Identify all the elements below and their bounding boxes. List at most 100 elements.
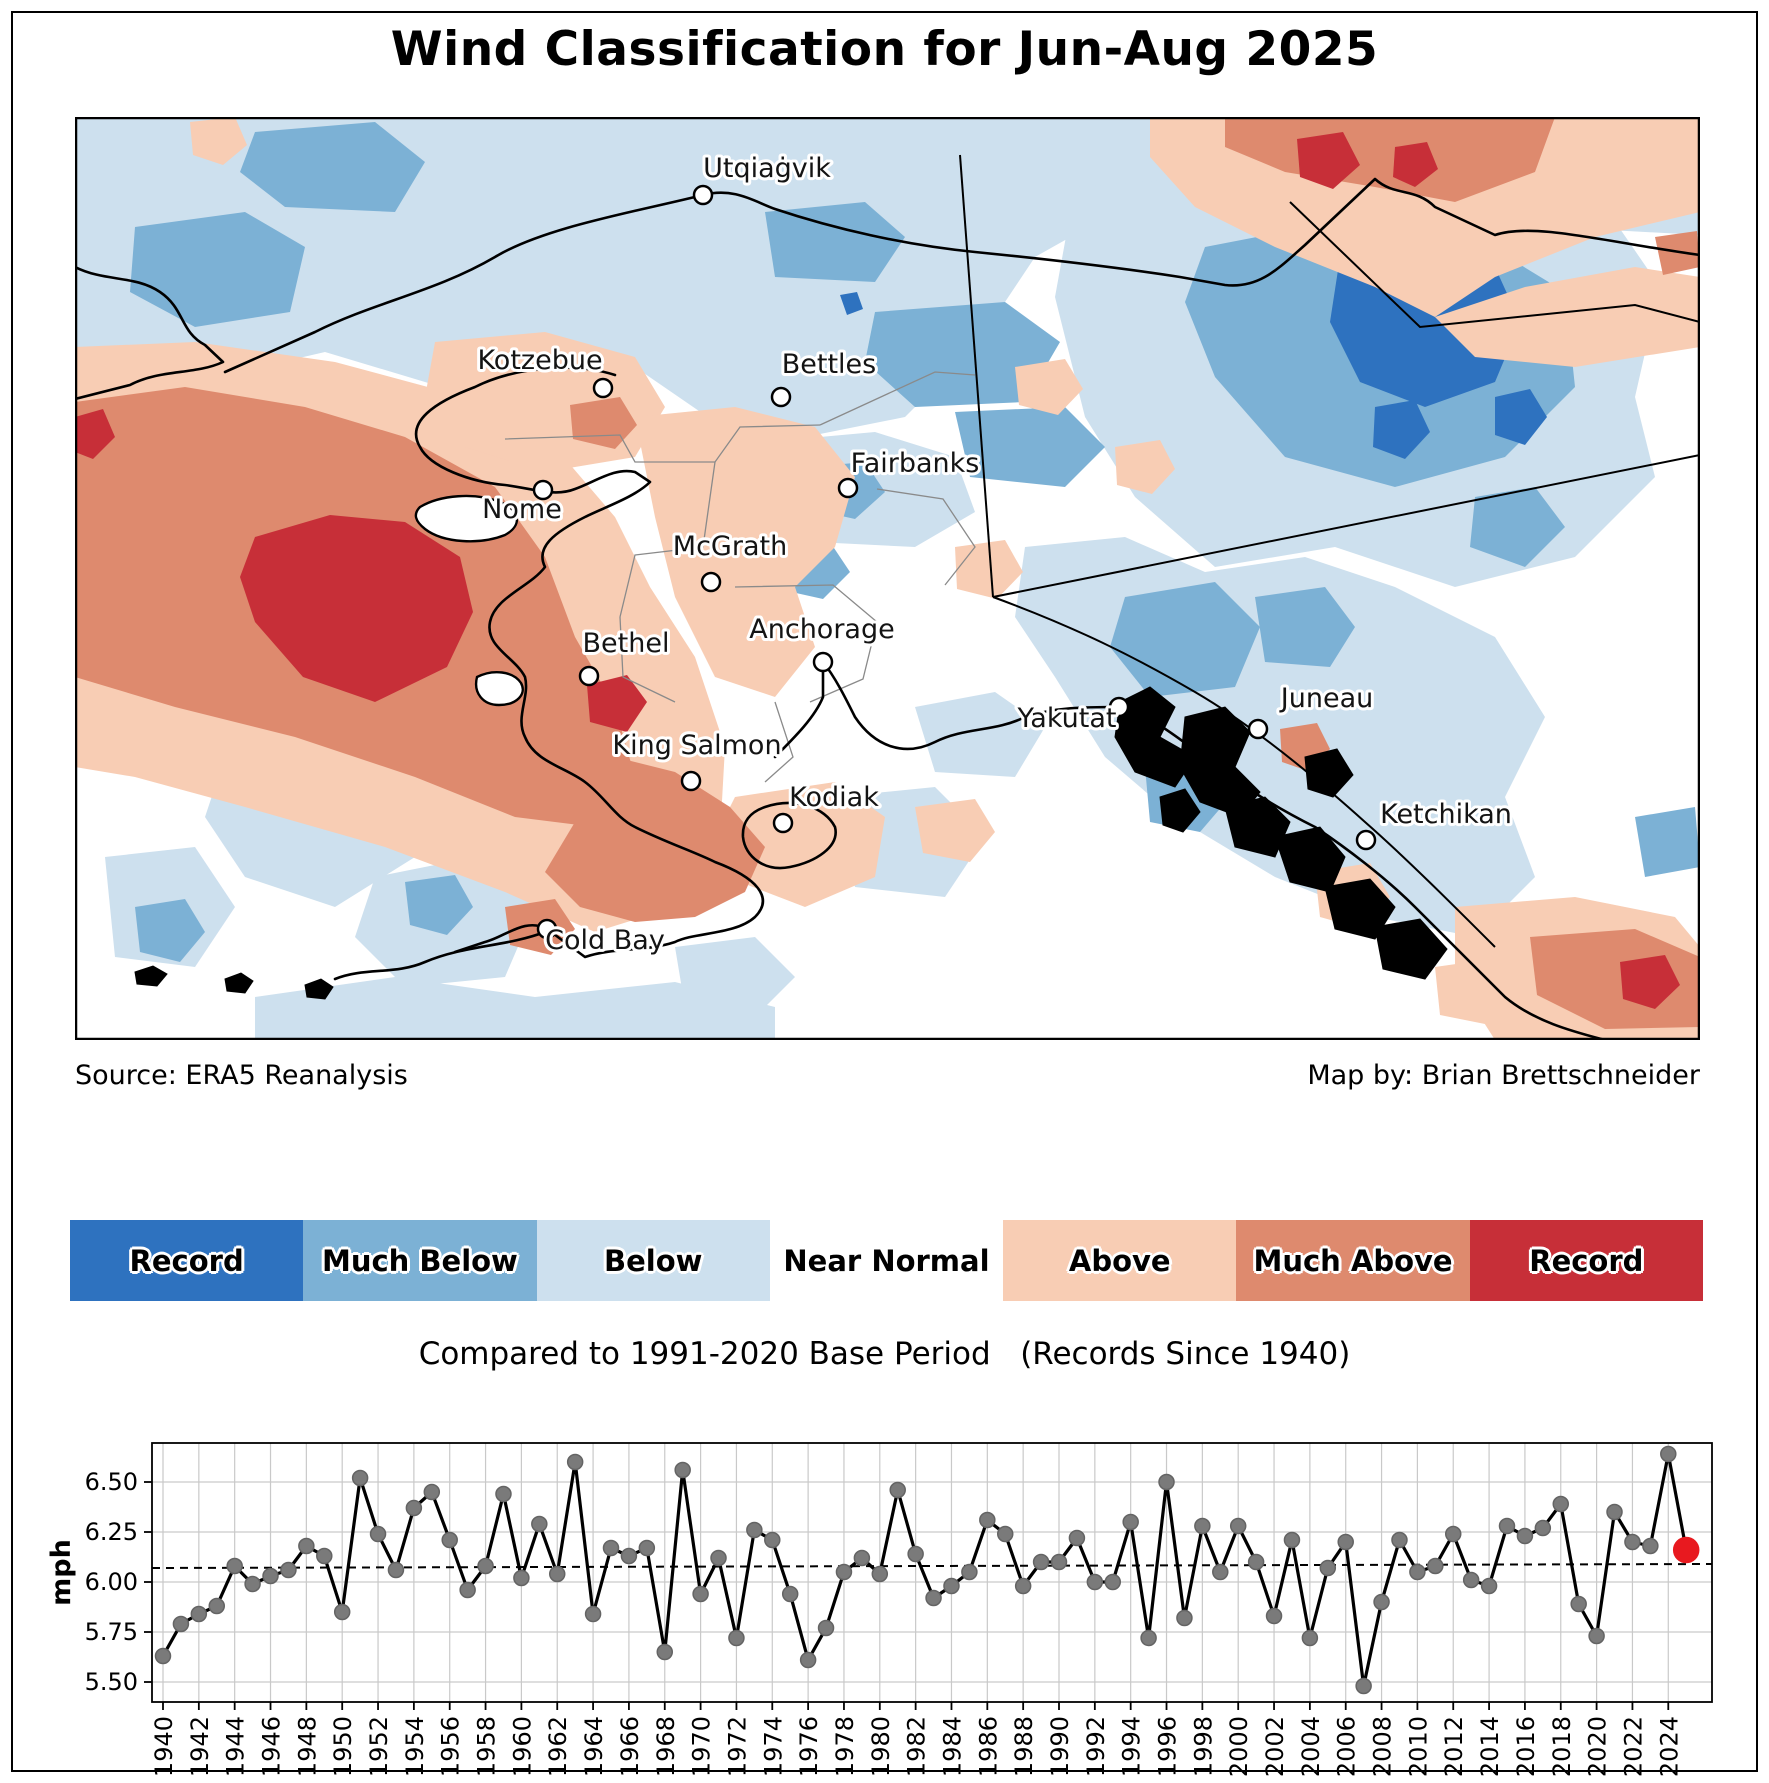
data-point [316, 1547, 333, 1565]
x-tick-label: 2010 [1404, 1716, 1432, 1776]
map-frame [75, 117, 1700, 1040]
data-point [943, 1577, 960, 1595]
legend-segment-below: Below [536, 1220, 770, 1301]
x-tick-label: 2018 [1548, 1716, 1576, 1776]
x-tick-label: 2020 [1584, 1716, 1612, 1776]
x-tick-label: 1998 [1189, 1716, 1217, 1776]
x-tick-label: 1946 [258, 1716, 286, 1776]
city-marker-mcgrath [700, 571, 722, 593]
legend-segment-record: Record [70, 1220, 304, 1301]
y-tick-label: 6.50 [85, 1468, 138, 1496]
data-point [280, 1561, 297, 1579]
data-point [1588, 1627, 1605, 1645]
legend-label: Record [1529, 1243, 1644, 1278]
st-lawrence-island [414, 494, 518, 543]
city-label: Bettles [782, 349, 877, 380]
x-tick-label: 1964 [580, 1716, 608, 1776]
data-point [1552, 1495, 1570, 1513]
x-tick-label: 2016 [1512, 1716, 1540, 1776]
x-tick-label: 1992 [1082, 1716, 1110, 1776]
data-point [1158, 1473, 1175, 1491]
data-point [1498, 1517, 1516, 1535]
map-svg: Utqiaġvik Kotzebue Bettles Nome Fairbanks McG… [75, 117, 1700, 1040]
panhandle-islands [134, 686, 1448, 1000]
y-tick-label: 6.25 [85, 1518, 138, 1546]
data-point [1086, 1573, 1104, 1591]
data-point [190, 1605, 208, 1623]
legend-label: Below [603, 1243, 703, 1278]
x-tick-label: 2024 [1655, 1716, 1683, 1776]
data-point [1570, 1595, 1587, 1613]
data-point [244, 1575, 261, 1593]
x-tick-label: 2006 [1333, 1716, 1361, 1776]
data-point [584, 1605, 602, 1623]
data-point [1427, 1557, 1444, 1575]
data-point [871, 1565, 889, 1583]
mean-dashed-line [151, 1563, 1713, 1569]
city-marker-cold-bay [536, 918, 558, 940]
x-tick-label: 1962 [544, 1716, 572, 1776]
city-label: Kodiak [789, 782, 879, 813]
x-tick-label: 1988 [1010, 1716, 1038, 1776]
yukon-bc-border [992, 454, 1700, 598]
data-point [566, 1453, 584, 1471]
city-label: Utqiaġvik [703, 153, 831, 184]
data-point [961, 1563, 978, 1581]
data-point [1247, 1553, 1265, 1571]
alaska-anomaly-map: Utqiaġvik Kotzebue Bettles Nome Fairbanks McG… [75, 117, 1700, 1040]
x-tick-label: 1942 [186, 1716, 214, 1776]
data-point [1032, 1553, 1050, 1571]
data-point [441, 1531, 458, 1549]
data-point [746, 1521, 763, 1539]
data-point [638, 1539, 656, 1557]
data-point-current-year [1672, 1536, 1700, 1564]
data-point [154, 1647, 172, 1665]
data-point [1480, 1577, 1498, 1595]
city-marker-nome [532, 479, 554, 501]
legend-label: Above [1068, 1243, 1171, 1278]
x-tick-label: 1966 [616, 1716, 644, 1776]
data-point [996, 1525, 1014, 1543]
city-label: Kotzebue [477, 345, 602, 376]
city-marker-ketchikan [1355, 829, 1377, 851]
data-point [799, 1651, 817, 1669]
x-tick-label: 2008 [1369, 1716, 1397, 1776]
data-point [333, 1603, 351, 1621]
data-point [513, 1569, 530, 1587]
data-point [459, 1581, 476, 1599]
city-marker-king-salmon [680, 770, 702, 792]
data-point [1373, 1593, 1390, 1611]
data-point [1391, 1531, 1408, 1549]
data-point [208, 1597, 226, 1615]
x-tick-label: 1944 [222, 1716, 250, 1776]
data-point [1462, 1571, 1480, 1589]
city-marker-anchorage [812, 651, 834, 673]
city-marker-juneau [1247, 718, 1269, 740]
x-tick-label: 1950 [329, 1716, 357, 1776]
data-point [602, 1539, 620, 1557]
data-point [495, 1485, 512, 1503]
city-marker-bethel [578, 665, 600, 687]
data-point [1355, 1677, 1372, 1695]
data-point [1104, 1573, 1122, 1591]
data-point [387, 1561, 405, 1579]
data-point [531, 1515, 548, 1533]
y-tick-label: 5.75 [85, 1618, 138, 1646]
data-point [262, 1567, 279, 1585]
data-point [1606, 1503, 1623, 1521]
timeseries-svg: 5.50 5.75 6.00 6.25 6.50 1940 1942 1944 1946 1948… [46, 1442, 1713, 1777]
data-point [405, 1499, 423, 1517]
x-tick-label: 1958 [473, 1716, 501, 1776]
legend-segment-above: Above [1003, 1220, 1237, 1301]
page-title: Wind Classification for Jun-Aug 2025 [390, 22, 1379, 77]
plot-frame [151, 1442, 1713, 1703]
data-point [1660, 1445, 1677, 1463]
data-point [369, 1525, 387, 1543]
x-tick-label: 1980 [867, 1716, 895, 1776]
city-label: McGrath [673, 531, 787, 562]
data-point [1337, 1533, 1354, 1551]
data-point [656, 1643, 674, 1661]
data-point [1050, 1553, 1068, 1571]
much-below-region-blobs [130, 122, 1700, 962]
